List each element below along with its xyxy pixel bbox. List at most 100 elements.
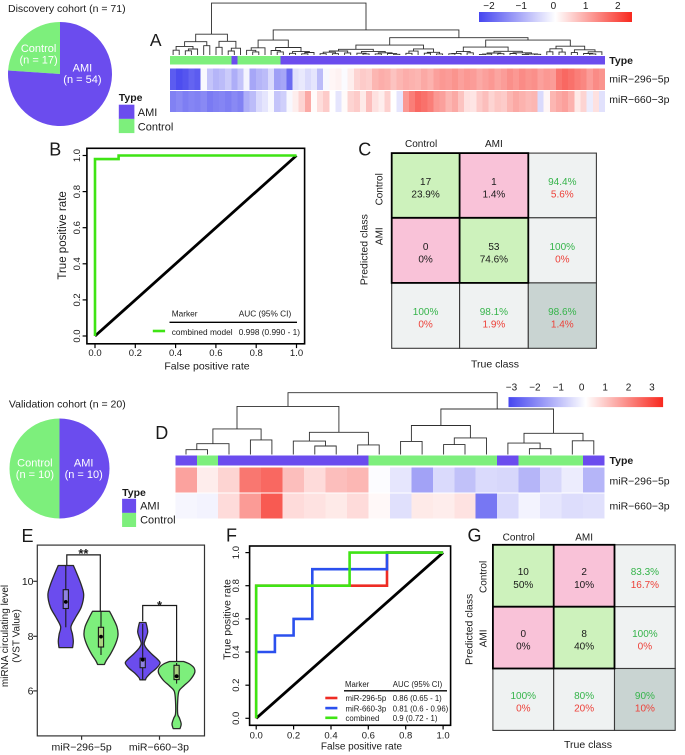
svg-text:E: E — [22, 526, 34, 546]
svg-text:(VST Value): (VST Value) — [12, 609, 23, 663]
svg-text:Control: Control — [17, 458, 52, 470]
svg-text:1: 1 — [583, 1, 589, 12]
svg-text:Type: Type — [610, 455, 634, 467]
svg-text:AMI: AMI — [138, 107, 158, 119]
svg-text:0%: 0% — [555, 254, 570, 265]
svg-text:40%: 40% — [574, 642, 594, 653]
svg-text:Marker: Marker — [345, 680, 370, 689]
svg-text:0%: 0% — [516, 642, 531, 653]
svg-text:20%: 20% — [574, 704, 594, 715]
svg-text:1.4%: 1.4% — [483, 189, 506, 200]
svg-text:Control: Control — [503, 533, 535, 544]
svg-text:0.8: 0.8 — [399, 731, 412, 742]
svg-text:−2: −2 — [529, 383, 541, 394]
svg-text:100%: 100% — [550, 242, 576, 253]
svg-text:AMI: AMI — [74, 458, 94, 470]
svg-text:Control: Control — [478, 561, 489, 593]
svg-text:0.0: 0.0 — [88, 348, 101, 359]
svg-text:Control: Control — [138, 121, 173, 133]
svg-text:AMI: AMI — [478, 630, 489, 648]
svg-text:2: 2 — [626, 383, 632, 394]
svg-text:2: 2 — [615, 1, 621, 12]
svg-text:Control: Control — [140, 515, 175, 527]
svg-text:0.86 (0.65 - 1): 0.86 (0.65 - 1) — [393, 694, 442, 703]
svg-text:98.1%: 98.1% — [480, 307, 508, 318]
svg-text:AMI: AMI — [575, 533, 593, 544]
svg-text:0%: 0% — [516, 704, 531, 715]
svg-text:10: 10 — [22, 576, 34, 588]
svg-text:AMI: AMI — [485, 139, 503, 150]
svg-text:−3: −3 — [506, 383, 518, 394]
svg-text:10%: 10% — [635, 704, 655, 715]
svg-text:−1: −1 — [515, 1, 527, 12]
svg-text:6: 6 — [28, 685, 34, 697]
svg-text:G: G — [468, 526, 482, 546]
svg-text:5.6%: 5.6% — [551, 189, 574, 200]
svg-text:True positive rate: True positive rate — [57, 191, 69, 279]
svg-text:3: 3 — [649, 383, 655, 394]
svg-text:−1: −1 — [553, 383, 565, 394]
svg-text:miR−660−3p: miR−660−3p — [609, 94, 669, 106]
svg-text:0: 0 — [423, 242, 429, 253]
svg-text:83.3%: 83.3% — [631, 567, 659, 578]
svg-text:0.6: 0.6 — [72, 221, 83, 234]
svg-text:miR−660−3p: miR−660−3p — [129, 742, 189, 754]
svg-text:miR−296−5p: miR−296−5p — [610, 475, 670, 487]
svg-text:0.4: 0.4 — [169, 348, 182, 359]
svg-text:0: 0 — [551, 1, 557, 12]
svg-text:Discovery cohort (n = 71): Discovery cohort (n = 71) — [8, 3, 126, 15]
svg-text:0.2: 0.2 — [287, 731, 300, 742]
svg-text:0.0: 0.0 — [250, 731, 263, 742]
svg-text:0.6: 0.6 — [362, 731, 375, 742]
svg-text:23.9%: 23.9% — [411, 189, 439, 200]
svg-text:Marker: Marker — [172, 309, 198, 319]
svg-text:D: D — [155, 423, 168, 443]
svg-text:0.8: 0.8 — [72, 185, 83, 198]
svg-text:1.0: 1.0 — [436, 731, 449, 742]
svg-text:miR−660−3p: miR−660−3p — [610, 500, 670, 512]
svg-text:Type: Type — [122, 487, 146, 499]
svg-text:1.0: 1.0 — [72, 149, 83, 162]
svg-text:0.0: 0.0 — [231, 712, 242, 725]
svg-text:1: 1 — [602, 383, 608, 394]
svg-text:74.6%: 74.6% — [480, 254, 508, 265]
svg-text:AUC (95% CI): AUC (95% CI) — [393, 680, 443, 689]
svg-text:miR−296−5p: miR−296−5p — [52, 742, 112, 754]
svg-text:10: 10 — [518, 567, 530, 578]
svg-text:53: 53 — [488, 242, 500, 253]
svg-text:0.6: 0.6 — [209, 348, 222, 359]
svg-text:0.998 (0.990 - 1): 0.998 (0.990 - 1) — [239, 327, 301, 337]
svg-text:AMI: AMI — [140, 501, 160, 513]
svg-text:2: 2 — [581, 567, 587, 578]
svg-text:0.2: 0.2 — [72, 293, 83, 306]
svg-text:1.4%: 1.4% — [551, 320, 574, 331]
svg-text:Validation cohort (n = 20): Validation cohort (n = 20) — [9, 399, 126, 411]
svg-text:AMI: AMI — [73, 63, 93, 75]
svg-text:0: 0 — [521, 629, 527, 640]
svg-text:1.0: 1.0 — [231, 546, 242, 559]
svg-text:0.9 (0.72 - 1): 0.9 (0.72 - 1) — [393, 714, 438, 723]
svg-text:Control: Control — [21, 43, 56, 55]
svg-text:AUC (95% CI): AUC (95% CI) — [239, 309, 292, 319]
svg-text:Predicted class: Predicted class — [464, 594, 476, 665]
svg-text:1: 1 — [491, 177, 497, 188]
svg-text:17: 17 — [420, 177, 432, 188]
svg-text:True positive rate: True positive rate — [222, 579, 234, 660]
svg-text:10%: 10% — [574, 580, 594, 591]
svg-text:90%: 90% — [635, 691, 655, 702]
svg-text:−2: −2 — [483, 1, 495, 12]
svg-text:combined: combined — [346, 714, 380, 723]
svg-text:0%: 0% — [638, 642, 653, 653]
svg-text:0%: 0% — [418, 254, 433, 265]
svg-text:0.6: 0.6 — [231, 612, 242, 625]
svg-text:False positive rate: False positive rate — [321, 742, 403, 753]
svg-text:C: C — [358, 140, 371, 160]
svg-text:miR−296−5p: miR−296−5p — [609, 73, 669, 85]
svg-text:94.4%: 94.4% — [548, 177, 576, 188]
svg-text:Control: Control — [374, 173, 385, 205]
svg-text:miR-660-3p: miR-660-3p — [346, 704, 387, 713]
svg-text:0.4: 0.4 — [231, 645, 242, 658]
svg-text:**: ** — [78, 546, 89, 561]
svg-text:0.81 (0.6 - 0.96): 0.81 (0.6 - 0.96) — [393, 704, 449, 713]
svg-text:(n = 54): (n = 54) — [63, 74, 101, 86]
